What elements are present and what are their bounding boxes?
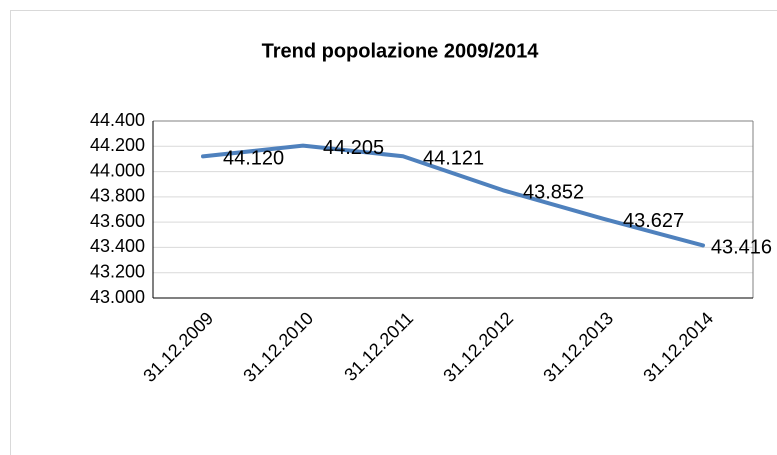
chart-title: Trend popolazione 2009/2014 (262, 40, 540, 62)
data-label: 44.205 (323, 137, 384, 159)
y-tick-label: 44.400 (90, 110, 145, 130)
y-tick-label: 43.000 (90, 287, 145, 307)
data-label: 43.627 (623, 210, 684, 232)
data-label: 44.121 (423, 148, 484, 170)
data-label: 44.120 (223, 148, 284, 170)
line-series (201, 143, 705, 248)
y-tick-label: 43.600 (90, 211, 145, 231)
data-label: 43.852 (523, 182, 584, 204)
y-tick-label: 43.200 (90, 261, 145, 281)
y-tick-label: 43.800 (90, 186, 145, 206)
y-tick-label: 44.200 (90, 135, 145, 155)
y-tick-label: 43.400 (90, 236, 145, 256)
data-label: 43.416 (711, 237, 772, 259)
y-tick-label: 44.000 (90, 160, 145, 180)
